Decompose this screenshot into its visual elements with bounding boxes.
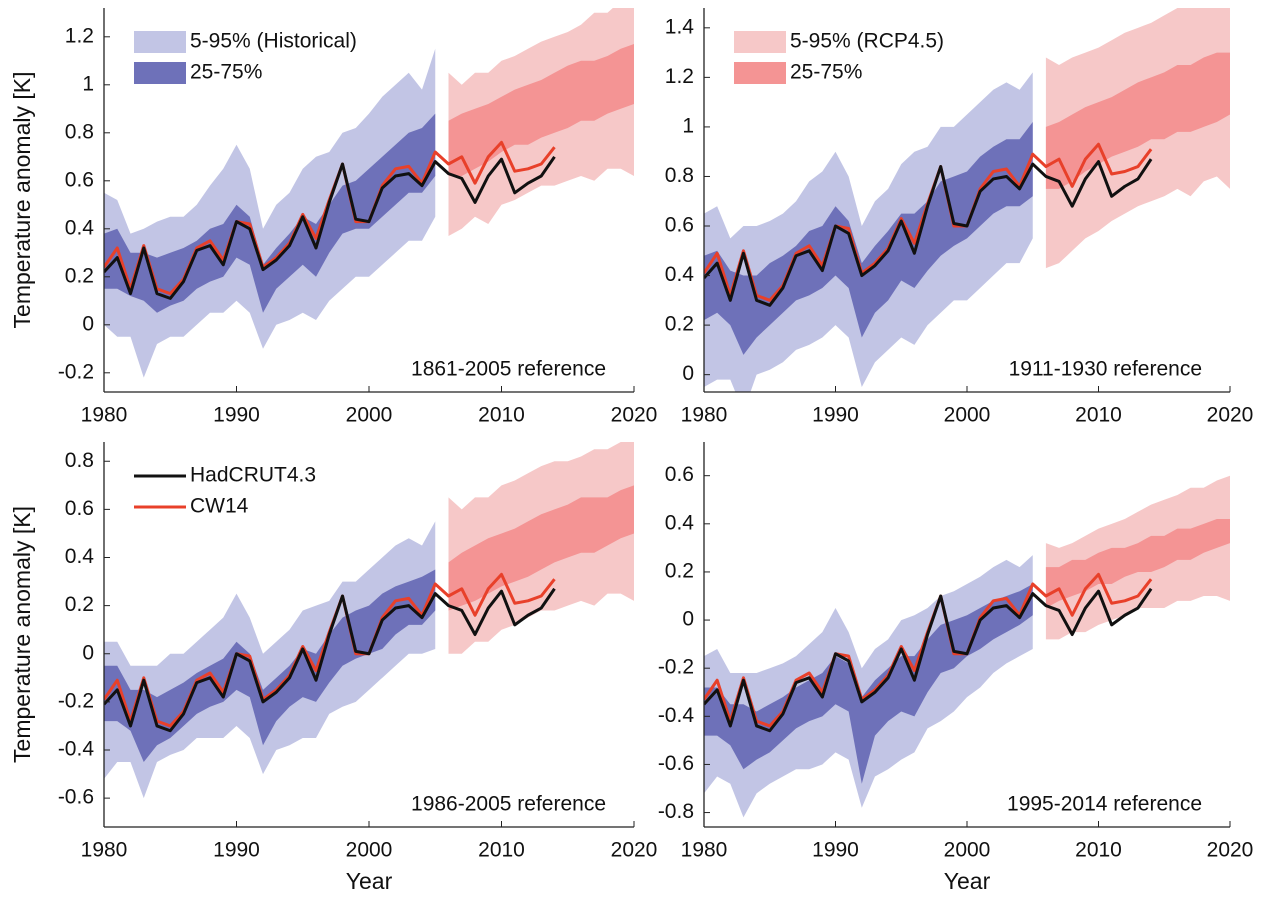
y-tick-label: 0 [682, 362, 694, 385]
y-tick-label: 1.2 [665, 65, 694, 88]
y-tick-label: 0 [82, 641, 94, 664]
band [704, 555, 1033, 818]
legend-swatch [134, 62, 186, 84]
band [448, 485, 634, 611]
y-tick-label: -0.4 [658, 704, 695, 727]
y-tick-label: 0.8 [65, 449, 94, 472]
y-tick-label: 0.4 [65, 545, 95, 568]
line [704, 158, 1153, 307]
x-tick-label: 2010 [478, 839, 525, 862]
legend-swatch [734, 31, 786, 53]
x-axis-label: Year [944, 868, 991, 894]
y-tick-label: -0.6 [658, 752, 694, 775]
y-tick-label: 0.4 [665, 511, 695, 534]
x-axis-label: Year [346, 868, 393, 894]
legend-label: 25-75% [190, 61, 262, 84]
x-tick-label: 2020 [1207, 839, 1254, 862]
x-tick-label: 1980 [681, 404, 728, 427]
annotation: 1995-2014 reference [1007, 793, 1202, 816]
band [104, 521, 436, 799]
band [1045, 52, 1230, 189]
y-tick-label: 0.4 [665, 263, 695, 286]
line [704, 587, 1153, 733]
y-tick-label: 1 [82, 72, 94, 95]
legend-swatch [734, 62, 786, 84]
y-tick-label: 0.2 [65, 593, 94, 616]
y-tick-label: 0 [82, 312, 94, 335]
x-tick-label: 2020 [611, 404, 658, 427]
legend-swatch [134, 31, 186, 53]
y-tick-label: 1 [682, 114, 694, 137]
y-tick-label: 1.4 [665, 15, 695, 38]
x-tick-label: 2010 [1075, 839, 1122, 862]
y-tick-label: -0.2 [658, 656, 694, 679]
y-tick-label: 0.4 [65, 216, 95, 239]
plot-area [104, 8, 634, 378]
annotation: 1986-2005 reference [411, 793, 606, 816]
line [104, 587, 556, 733]
y-tick-label: 0 [682, 608, 694, 631]
y-tick-label: 0.6 [65, 497, 94, 520]
y-tick-label: 1.2 [65, 24, 94, 47]
plot-area [704, 475, 1230, 818]
y-tick-label: 0.6 [65, 168, 94, 191]
x-tick-label: 1990 [213, 404, 260, 427]
x-tick-label: 1980 [681, 839, 728, 862]
band [704, 72, 1033, 392]
legend-label: CW14 [190, 495, 249, 518]
y-tick-label: -0.2 [58, 689, 94, 712]
plot-area [704, 8, 1230, 392]
legend-label: 25-75% [790, 61, 862, 84]
y-tick-label: 0.2 [65, 264, 94, 287]
annotation: 1911-1930 reference [1009, 358, 1202, 381]
x-tick-label: 2010 [1075, 404, 1122, 427]
legend-label: HadCRUT4.3 [190, 464, 316, 487]
band [104, 569, 436, 763]
y-axis-label: Temperature anomaly [K] [9, 506, 35, 763]
annotation: 1861-2005 reference [411, 358, 606, 381]
x-tick-label: 1990 [812, 839, 859, 862]
y-tick-label: -0.2 [58, 360, 94, 383]
x-tick-label: 1980 [81, 404, 128, 427]
band [1045, 519, 1230, 609]
y-tick-label: 0.6 [665, 214, 694, 237]
y-tick-label: -0.4 [58, 738, 95, 761]
legend-label: 5-95% (RCP4.5) [790, 30, 944, 53]
x-tick-label: 1990 [213, 839, 260, 862]
x-tick-label: 2000 [346, 839, 393, 862]
y-tick-label: -0.8 [658, 800, 694, 823]
y-tick-label: -0.6 [58, 786, 94, 809]
y-tick-label: 0.2 [665, 313, 694, 336]
x-tick-label: 2000 [346, 404, 393, 427]
plot-area [104, 442, 634, 799]
legend-label: 5-95% (Historical) [190, 30, 357, 53]
band [704, 121, 1033, 355]
y-tick-label: 0.8 [665, 164, 694, 187]
y-tick-label: 0.8 [65, 120, 94, 143]
x-tick-label: 1980 [81, 839, 128, 862]
line [104, 155, 556, 300]
band [448, 44, 634, 176]
x-tick-label: 2020 [1207, 404, 1254, 427]
x-tick-label: 2000 [944, 404, 991, 427]
y-tick-label: 0.2 [665, 559, 694, 582]
y-axis-label: Temperature anomaly [K] [9, 72, 35, 329]
x-tick-label: 2000 [944, 839, 991, 862]
x-tick-label: 2010 [478, 404, 525, 427]
x-tick-label: 2020 [611, 839, 658, 862]
x-tick-label: 1990 [812, 404, 859, 427]
y-tick-label: 0.6 [665, 463, 694, 486]
band [104, 113, 436, 313]
